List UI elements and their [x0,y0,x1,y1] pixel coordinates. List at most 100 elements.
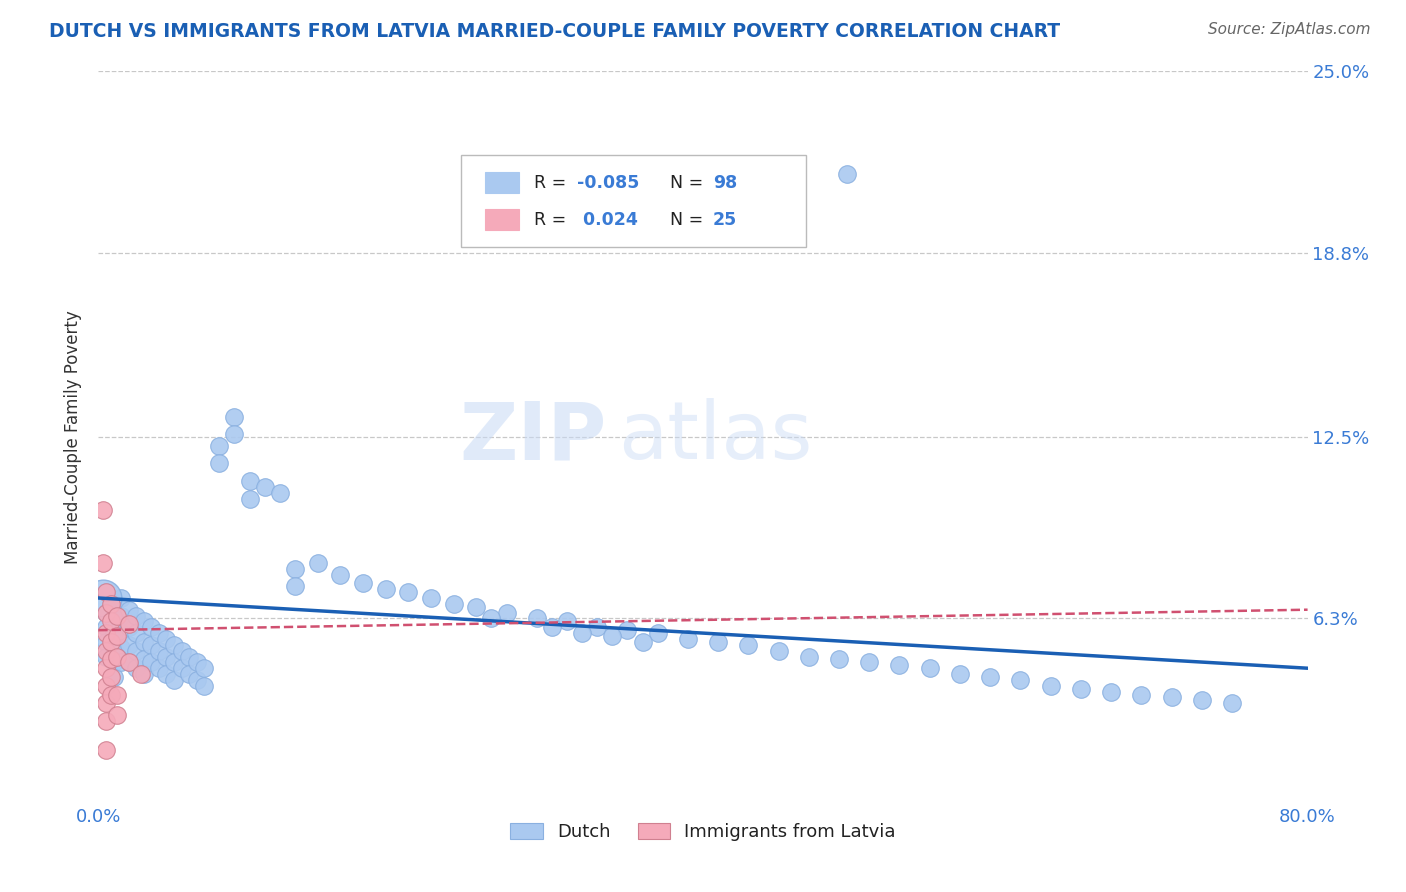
Point [118,620,141,634]
Point [1010,673,1032,687]
Point [170,661,193,675]
Point [768,643,790,657]
Text: DUTCH VS IMMIGRANTS FROM LATVIA MARRIED-COUPLE FAMILY POVERTY CORRELATION CHART: DUTCH VS IMMIGRANTS FROM LATVIA MARRIED-… [49,22,1060,41]
Text: N =: N = [671,211,709,228]
Point [110,591,132,605]
Point [163,656,186,670]
Point [105,649,128,664]
Point [125,626,148,640]
Point [1130,688,1153,702]
Point [103,597,125,611]
Point [1220,696,1243,710]
Point [94,606,117,620]
Point [132,652,155,666]
Point [100,635,122,649]
Point [94,661,117,675]
Point [1070,681,1092,696]
Text: -0.085: -0.085 [578,174,640,192]
Point [148,661,170,675]
Point [631,635,654,649]
Point [148,643,170,657]
Point [94,620,117,634]
Point [163,638,186,652]
Point [239,474,262,488]
Point [110,640,132,655]
FancyBboxPatch shape [461,155,806,247]
Point [100,670,122,684]
Point [94,635,117,649]
Point [132,635,155,649]
Point [94,606,117,620]
Point [94,626,117,640]
Point [526,611,548,625]
Point [155,649,177,664]
Point [889,658,911,673]
Point [129,667,152,681]
Point [103,670,125,684]
Point [103,640,125,655]
Bar [485,172,519,193]
Point [676,632,699,646]
Point [100,652,122,666]
Y-axis label: Married-Couple Family Poverty: Married-Couple Family Poverty [65,310,83,564]
Point [110,608,132,623]
Point [100,688,122,702]
Point [481,611,503,625]
Point [118,656,141,670]
Point [94,649,117,664]
Point [105,629,128,643]
Point [94,679,117,693]
Point [1160,690,1182,705]
Point [155,667,177,681]
Point [835,167,858,181]
Point [1099,684,1122,698]
Text: 0.024: 0.024 [578,211,638,228]
Point [979,670,1001,684]
Point [193,661,215,675]
Point [949,667,972,681]
Point [105,608,128,623]
Point [125,661,148,675]
Point [224,409,246,424]
Point [94,643,117,657]
Text: R =: R = [534,211,571,228]
Point [148,626,170,640]
Point [94,696,117,710]
Point [110,656,132,670]
Point [132,667,155,681]
Point [737,638,759,652]
Point [443,597,465,611]
Point [284,579,307,593]
Point [105,708,128,723]
Point [555,615,578,629]
Point [495,606,517,620]
Text: 98: 98 [713,174,737,192]
Point [1039,679,1062,693]
Point [94,585,117,599]
Point [155,632,177,646]
Point [100,597,122,611]
Point [307,556,329,570]
Point [125,608,148,623]
Point [858,656,880,670]
Point [118,656,141,670]
Point [132,615,155,629]
Point [239,491,262,506]
Point [179,649,201,664]
Point [329,567,352,582]
Point [616,623,638,637]
Point [224,427,246,442]
Point [141,620,163,634]
Point [103,626,125,640]
Point [105,688,128,702]
Point [918,661,941,675]
Bar [485,210,519,230]
Point [208,457,231,471]
Point [118,603,141,617]
Point [186,673,208,687]
Point [571,626,593,640]
Point [707,635,730,649]
Point [94,585,117,599]
Point [828,652,851,666]
Text: Source: ZipAtlas.com: Source: ZipAtlas.com [1208,22,1371,37]
